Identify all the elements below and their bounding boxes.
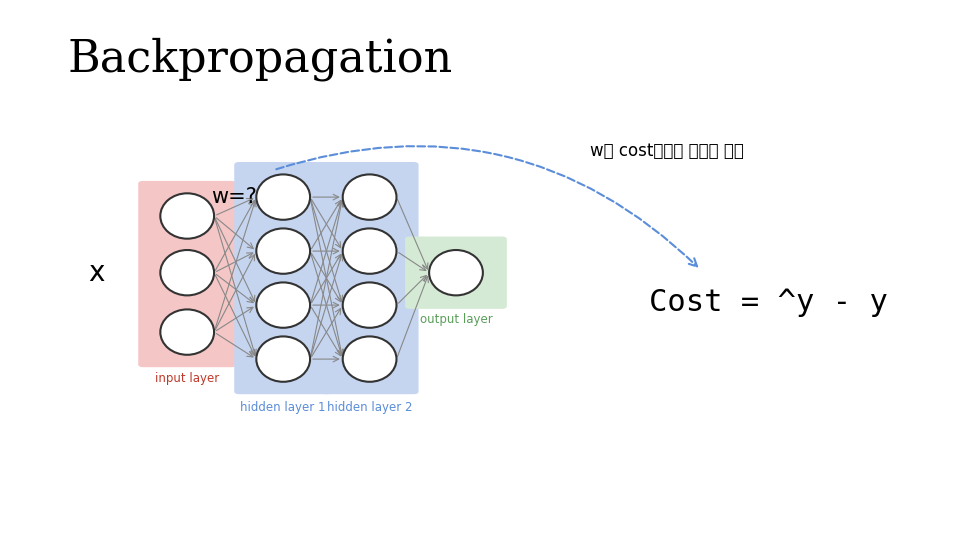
Text: output layer: output layer xyxy=(420,313,492,326)
Text: Backpropagation: Backpropagation xyxy=(67,38,452,82)
Ellipse shape xyxy=(256,282,310,328)
Ellipse shape xyxy=(160,250,214,295)
Text: hidden layer 1: hidden layer 1 xyxy=(240,401,326,414)
Ellipse shape xyxy=(343,282,396,328)
Text: w=?: w=? xyxy=(211,187,257,207)
Text: input layer: input layer xyxy=(156,372,219,385)
Text: x: x xyxy=(87,259,105,287)
FancyBboxPatch shape xyxy=(138,181,236,367)
Ellipse shape xyxy=(160,193,214,239)
Ellipse shape xyxy=(429,250,483,295)
FancyBboxPatch shape xyxy=(234,162,332,394)
Ellipse shape xyxy=(343,228,396,274)
Ellipse shape xyxy=(343,174,396,220)
Ellipse shape xyxy=(256,174,310,220)
FancyBboxPatch shape xyxy=(405,237,507,309)
Ellipse shape xyxy=(160,309,214,355)
Text: w가 cost함수에 미치는 영향: w가 cost함수에 미치는 영향 xyxy=(590,142,744,160)
Ellipse shape xyxy=(343,336,396,382)
Text: hidden layer 2: hidden layer 2 xyxy=(326,401,413,414)
Ellipse shape xyxy=(256,228,310,274)
Text: Cost = ^y - y: Cost = ^y - y xyxy=(649,288,887,317)
FancyArrowPatch shape xyxy=(276,146,697,266)
FancyBboxPatch shape xyxy=(321,162,419,394)
Ellipse shape xyxy=(256,336,310,382)
